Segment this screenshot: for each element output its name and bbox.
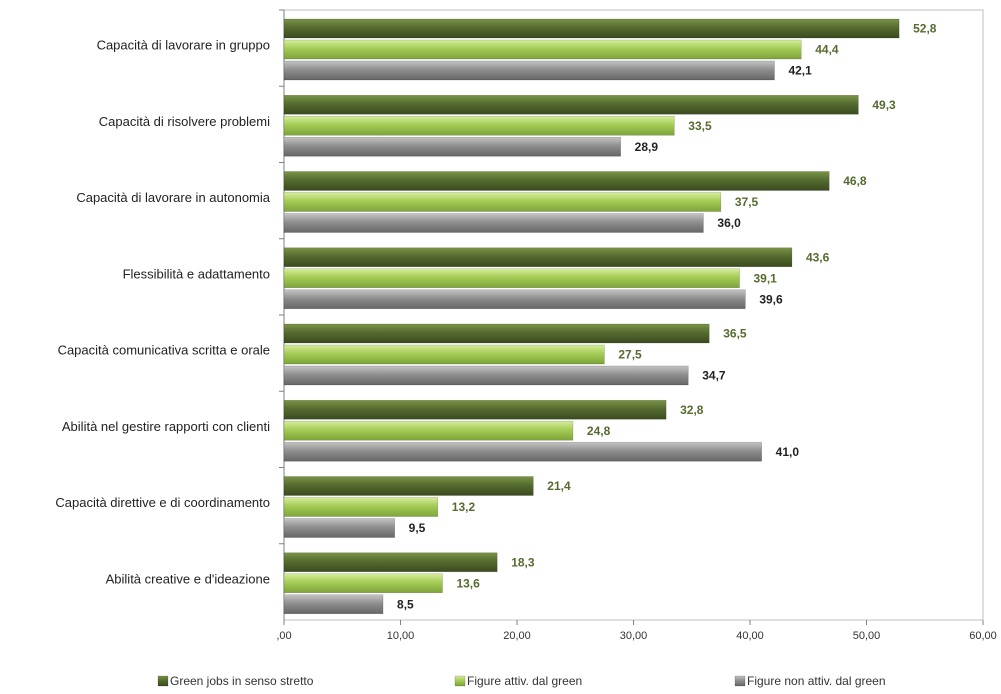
bar (283, 18, 900, 39)
bar (283, 476, 534, 496)
category-label: Abilità creative e d'ideazione (106, 571, 270, 586)
plot-area: ,00 10,00 20,00 30,00 40,00 50,00 60,00 Capacit… (55, 9, 997, 642)
legend-label: Figure attiv. dal green (467, 674, 582, 688)
legend-swatch (157, 675, 169, 687)
bar (283, 171, 830, 191)
data-label: 52,8 (913, 22, 937, 36)
bar (283, 94, 859, 115)
data-label: 37,5 (735, 195, 759, 209)
bar (283, 136, 621, 157)
category-label: Abilità nel gestire rapporti con clienti (62, 419, 270, 434)
data-label: 43,6 (806, 250, 830, 264)
bar (283, 60, 775, 81)
bar (283, 344, 605, 365)
data-label: 46,8 (843, 174, 867, 188)
bar (283, 441, 762, 462)
category-label: Capacità comunicativa scritta e orale (58, 343, 270, 358)
data-label: 27,5 (618, 348, 642, 362)
data-label: 28,9 (635, 140, 659, 154)
x-tick-label: ,00 (276, 630, 291, 642)
bar (283, 552, 498, 573)
x-tick-label: 40,00 (736, 630, 764, 642)
category-label: Capacità di lavorare in gruppo (97, 38, 270, 53)
data-label: 42,1 (788, 64, 812, 78)
bar (283, 192, 722, 212)
legend-swatch (454, 675, 466, 687)
data-label: 36,0 (717, 216, 741, 230)
bar (283, 39, 802, 60)
bar (283, 247, 793, 268)
x-tick-label: 50,00 (853, 630, 881, 642)
data-label: 13,6 (456, 576, 480, 590)
data-label: 49,3 (872, 98, 896, 112)
data-label: 34,7 (702, 369, 726, 383)
legend-swatch (734, 675, 746, 687)
bar (283, 594, 384, 615)
data-label: 8,5 (397, 597, 414, 611)
data-label: 41,0 (776, 445, 800, 459)
x-tick-label: 30,00 (620, 630, 648, 642)
bar (283, 268, 740, 289)
data-label: 39,6 (759, 292, 783, 306)
data-label: 36,5 (723, 327, 747, 341)
data-label: 9,5 (409, 521, 426, 535)
legend: Green jobs in senso stretto Figure attiv.… (157, 674, 886, 688)
legend-label: Green jobs in senso stretto (170, 674, 314, 688)
x-tick-label: 20,00 (503, 630, 531, 642)
data-label: 21,4 (547, 479, 571, 493)
category-label: Capacità di lavorare in autonomia (76, 190, 270, 205)
bar (283, 365, 689, 386)
category-label: Capacità di risolvere problemi (99, 114, 270, 129)
bar (283, 573, 443, 594)
x-tick-label: 10,00 (387, 630, 415, 642)
x-tick-label: 60,00 (969, 630, 997, 642)
category-label: Flessibilità e adattamento (123, 266, 270, 281)
bar (283, 518, 395, 538)
legend-label: Figure non attiv. dal green (747, 674, 886, 688)
bar (283, 323, 710, 344)
data-label: 13,2 (452, 500, 476, 514)
category-label: Capacità direttive e di coordinamento (55, 495, 270, 510)
bar (283, 213, 704, 233)
data-label: 44,4 (815, 43, 839, 57)
data-label: 39,1 (754, 271, 778, 285)
data-label: 18,3 (511, 555, 535, 569)
bar (283, 399, 667, 420)
bar (283, 115, 675, 136)
data-label: 32,8 (680, 403, 704, 417)
bar (283, 497, 439, 517)
data-label: 24,8 (587, 424, 611, 438)
bar (283, 289, 746, 310)
data-label: 33,5 (688, 119, 712, 133)
bar (283, 420, 574, 441)
